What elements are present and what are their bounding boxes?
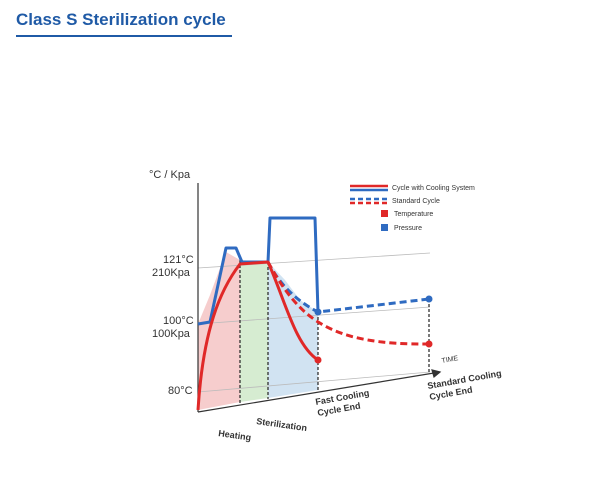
heating-label: Heating [218,428,252,442]
heading-underline [16,35,232,37]
pressure-standard-end-marker [425,295,433,303]
level-100-pressure: 100Kpa [152,328,191,340]
level-121-temp: 121°C [163,254,194,266]
page-heading-block: Class S Sterilization cycle [10,10,232,37]
pressure-fast-end-marker [314,308,322,316]
grid-lines [197,252,431,393]
heating-region [198,252,240,410]
phase-dividers [239,260,430,403]
legend-temperature: Temperature [394,211,433,218]
axes [197,183,442,413]
legend-cooling-system: Cycle with Cooling System [392,185,475,192]
page-heading: Class S Sterilization cycle [16,10,226,29]
pressure-curve-cooling-system [197,216,320,326]
temperature-standard-end-marker [425,340,433,348]
legend-standard-cycle: Standard Cycle [392,198,440,205]
level-210-pressure: 210Kpa [152,267,191,279]
temperature-fast-end-marker [314,356,322,364]
axis-unit-label: °C / Kpa [149,169,191,181]
legend-pressure: Pressure [394,225,422,232]
time-axis-label: TIME [441,355,459,365]
sterilization-label: Sterilization [256,416,308,433]
temperature-curve-cooling-system [196,260,319,411]
legend: Cycle with Cooling System Standard Cycle… [350,184,475,232]
legend-pressure-swatch [381,224,388,231]
sterilization-region [240,260,268,402]
legend-temperature-swatch [381,210,388,217]
level-80-temp: 80°C [168,385,193,397]
temperature-curve-standard [266,261,430,346]
level-100-temp: 100°C [163,315,194,327]
